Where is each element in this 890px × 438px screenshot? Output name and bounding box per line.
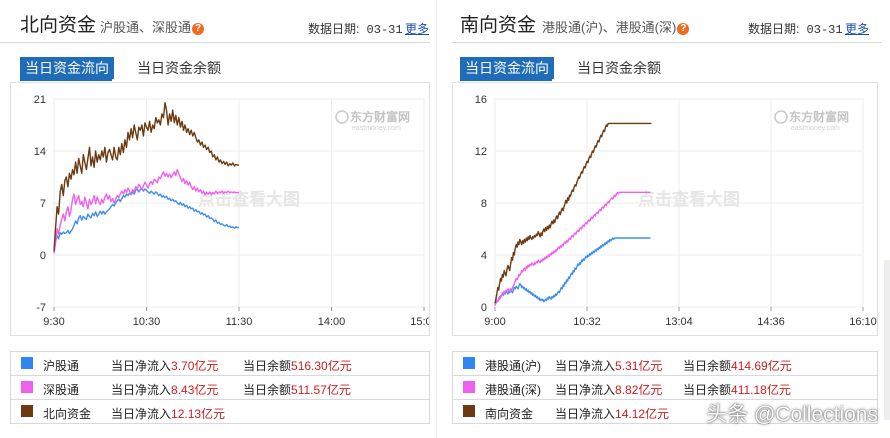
x-tick-label: 11:30 [226,316,253,328]
tab-underline [20,79,112,81]
y-tick-label: -7 [36,302,46,314]
north-chart[interactable]: 21 14 7 0 -7 9:30 10:30 11:30 14:00 15:00 东方财富网eas… [10,82,430,336]
south-subtitle: 港股通(沪)、港股通(深)? [542,19,690,37]
south-chart-svg: 16 12 8 4 0 9:00 10:32 13:04 14:36 16:10 东方财富网east… [475,94,877,328]
y-tick-label: 4 [481,250,487,262]
y-tick-label: 16 [475,94,487,106]
x-tick-label: 9:30 [43,316,64,328]
y-tick-label: 8 [481,198,487,210]
series-line [494,237,651,305]
y-tick-label: 7 [40,198,46,210]
panel-divider [436,0,437,438]
x-tick-label: 9:00 [484,316,505,328]
legend-row: 沪股通 当日净流入3.70亿元 当日余额516.30亿元 [10,351,430,375]
help-icon[interactable]: ? [677,23,690,35]
legend-flow: 当日净流入14.12亿元 [555,407,670,421]
south-header: 南向资金 港股通(沪)、港股通(深)? 数据日期: 03-31 更多 [452,0,882,43]
south-chart[interactable]: 16 12 8 4 0 9:00 10:32 13:04 14:36 16:10 东方财富网 east… [452,82,878,336]
legend-name: 南向资金 [485,407,534,421]
y-tick-label: 21 [34,94,46,106]
legend-balance: 当日余额516.30亿元 [243,359,352,373]
north-date: 数据日期: 03-31 [308,22,403,37]
x-tick-label: 14:36 [757,316,785,328]
series-line [494,122,652,304]
legend-name: 港股通(沪) [485,359,541,373]
legend-swatch [21,357,33,369]
logo-mark-icon [335,110,349,124]
series-line [53,168,240,254]
legend-flow: 当日净流入5.31亿元 [555,359,663,373]
x-tick-label: 15:00 [410,316,429,328]
tab-daily-flow[interactable]: 当日资金流向 [460,57,554,79]
legend-swatch [463,381,475,393]
legend-balance: 当日余额511.57亿元 [243,383,351,397]
legend-balance: 当日余额411.18亿元 [683,383,791,397]
legend-flow: 当日净流入8.82亿元 [555,383,663,397]
north-chart-svg: 21 14 7 0 -7 9:30 10:30 11:30 14:00 15:00 东方财富网eas… [34,94,429,328]
tab-daily-flow[interactable]: 当日资金流向 [20,57,114,79]
x-tick-label: 16:10 [849,316,877,328]
watermark-text: 头条 @Collections [706,403,878,426]
legend-row: 北向资金 当日净流入12.13亿元 [10,399,430,424]
north-subtitle: 沪股通、深股通? [100,19,205,37]
tab-daily-balance[interactable]: 当日资金余额 [137,60,221,76]
tab-underline [460,79,552,81]
legend-flow: 当日净流入12.13亿元 [111,407,226,421]
x-tick-label: 14:00 [318,316,346,328]
legend-swatch [21,381,33,393]
logo-subtext: eastmoney.com [791,125,840,132]
legend-flow: 当日净流入3.70亿元 [111,359,219,373]
chart-watermark: 点击查看大图 [638,189,740,209]
north-tabs: 当日资金流向 当日资金余额 [20,57,244,79]
x-tick-label: 10:32 [573,316,601,328]
y-tick-label: 12 [475,146,487,158]
south-tabs: 当日资金流向 当日资金余额 [460,57,684,79]
x-tick-label: 13:04 [665,316,693,328]
legend-row: 南向资金 当日净流入14.12亿元 [452,399,878,424]
tab-daily-balance[interactable]: 当日资金余额 [577,60,661,76]
legend-name: 港股通(深) [485,383,541,397]
south-legend: 港股通(沪) 当日净流入5.31亿元 当日余额414.69亿元 港股通(深) 当… [452,351,878,424]
logo-mark-icon [774,110,788,124]
y-tick-label: 14 [34,146,46,158]
south-panel: 南向资金 港股通(沪)、港股通(深)? 数据日期: 03-31 更多 当日资金流… [452,0,882,438]
series-line [494,191,651,306]
legend-swatch [463,357,475,369]
legend-name: 沪股通 [43,359,80,373]
north-more-link[interactable]: 更多 [405,22,430,36]
legend-swatch [21,405,33,417]
legend-row: 港股通(深) 当日净流入8.82亿元 当日余额411.18亿元 [452,375,878,399]
legend-flow: 当日净流入8.43亿元 [111,383,219,397]
legend-balance: 当日余额414.69亿元 [683,359,792,373]
north-legend: 沪股通 当日净流入3.70亿元 当日余额516.30亿元 深股通 当日净流入8.… [10,351,430,424]
south-date: 数据日期: 03-31 [748,22,843,37]
logo-subtext: eastmoney.com [352,125,401,132]
logo-text: 东方财富网 [789,109,849,124]
legend-row: 深股通 当日净流入8.43亿元 当日余额511.57亿元 [10,375,430,399]
south-more-link[interactable]: 更多 [845,22,870,36]
logo-text: 东方财富网 [350,109,410,124]
help-icon[interactable]: ? [192,23,205,35]
legend-swatch [463,405,475,417]
legend-name: 北向资金 [43,407,92,421]
y-tick-label: 0 [40,250,46,262]
series-line [53,187,239,252]
legend-name: 深股通 [43,383,80,397]
x-tick-label: 10:30 [133,316,161,328]
north-title: 北向资金 [20,15,97,36]
legend-row: 港股通(沪) 当日净流入5.31亿元 当日余额414.69亿元 [452,351,878,375]
north-header: 北向资金 沪股通、深股通? 数据日期: 03-31 更多 [0,0,430,43]
south-title: 南向资金 [460,15,537,36]
series-line [53,102,240,252]
y-tick-label: 0 [481,302,487,314]
scrollbar-edge[interactable] [884,260,890,420]
chart-watermark: 点击查看大图 [198,189,300,209]
north-panel: 北向资金 沪股通、深股通? 数据日期: 03-31 更多 当日资金流向 当日资金余… [0,0,430,438]
